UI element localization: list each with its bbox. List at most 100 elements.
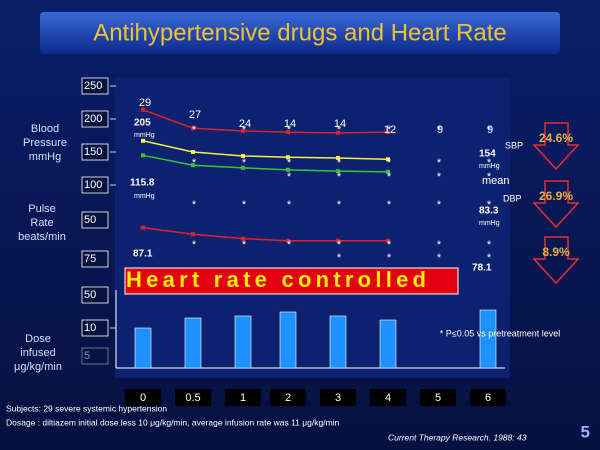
series-marker bbox=[141, 107, 145, 112]
title-box bbox=[40, 12, 560, 54]
slide-title: Antihypertensive drugs and Heart Rate bbox=[93, 19, 507, 46]
significance-mark: * bbox=[387, 171, 392, 183]
series-marker bbox=[286, 238, 290, 243]
annotation: mmHg bbox=[134, 132, 155, 139]
y-tick-label: 100 bbox=[84, 179, 102, 191]
significance-mark: * bbox=[387, 124, 392, 136]
annotation: 115.8 bbox=[130, 178, 155, 189]
significance-mark: * bbox=[387, 252, 392, 264]
significance-mark: * bbox=[487, 239, 492, 251]
series-marker bbox=[191, 232, 195, 237]
significance-mark: * bbox=[287, 124, 292, 136]
significance-mark: * bbox=[337, 157, 342, 169]
series-marker bbox=[386, 169, 390, 174]
page-number: 5 bbox=[581, 422, 590, 441]
significance-mark: * bbox=[487, 252, 492, 264]
change-arrow bbox=[532, 180, 580, 229]
x-tick-box bbox=[225, 389, 261, 406]
n-label: 24 bbox=[239, 118, 251, 130]
bar bbox=[134, 327, 152, 369]
significance-mark: * bbox=[192, 157, 197, 169]
series-marker bbox=[286, 130, 290, 135]
x-tick-box bbox=[420, 389, 456, 406]
series-marker bbox=[336, 238, 340, 243]
y-tick-label: 50 bbox=[84, 214, 96, 226]
n-label: 9 bbox=[487, 124, 493, 136]
series-marker bbox=[286, 155, 290, 160]
bar bbox=[379, 319, 397, 369]
y-tick-box bbox=[81, 176, 109, 194]
bar bbox=[329, 315, 347, 369]
series-line bbox=[142, 226, 388, 242]
x-tick-label: 4 bbox=[385, 392, 391, 404]
series-marker bbox=[336, 169, 340, 174]
significance-mark: * bbox=[487, 157, 492, 169]
series-marker bbox=[141, 153, 145, 158]
series-marker bbox=[241, 153, 245, 158]
n-label: 29 bbox=[139, 97, 151, 109]
change-label: 26.9% bbox=[539, 189, 573, 203]
x-tick-box bbox=[370, 389, 406, 406]
y-tick-box bbox=[81, 143, 109, 161]
series-marker bbox=[241, 128, 245, 133]
significance-mark: * bbox=[337, 252, 342, 264]
significance-mark: * bbox=[337, 124, 342, 136]
x-tick-box bbox=[270, 389, 306, 406]
series-marker bbox=[191, 163, 195, 168]
series-marker bbox=[241, 236, 245, 241]
n-label: 9 bbox=[437, 124, 443, 136]
annotation: 205 bbox=[134, 118, 151, 129]
significance-note: * P≤0.05 vs pretreatment level bbox=[440, 328, 561, 338]
series-marker bbox=[386, 157, 390, 162]
significance-mark: * bbox=[387, 239, 392, 251]
bar bbox=[479, 309, 497, 369]
x-tick-box bbox=[125, 389, 161, 406]
significance-mark: * bbox=[242, 239, 247, 251]
n-label: 14 bbox=[284, 118, 296, 130]
series-marker bbox=[241, 165, 245, 170]
y-tick-box bbox=[81, 347, 109, 365]
annotation: 83.3 bbox=[479, 206, 499, 217]
significance-mark: * bbox=[487, 124, 492, 136]
x-tick-label: 0 bbox=[140, 392, 146, 404]
significance-mark: * bbox=[287, 171, 292, 183]
x-tick-label: 6 bbox=[485, 392, 491, 404]
n-label: 12 bbox=[384, 124, 396, 136]
significance-mark: * bbox=[337, 171, 342, 183]
significance-mark: * bbox=[242, 124, 247, 136]
annotation: mmHg bbox=[479, 163, 500, 170]
significance-mark: * bbox=[287, 157, 292, 169]
x-tick-box bbox=[175, 389, 211, 406]
annotation: mmHg bbox=[479, 220, 500, 227]
series-marker bbox=[386, 130, 390, 135]
legend-label: SBP bbox=[505, 140, 523, 150]
y-tick-label: 5 bbox=[84, 350, 90, 362]
series-marker bbox=[336, 130, 340, 135]
highlight-text: Heart rate controlled bbox=[126, 267, 426, 292]
y-axis-label: Dose infused μg/kg/min bbox=[14, 333, 62, 373]
series-marker bbox=[191, 126, 195, 131]
significance-mark: * bbox=[242, 199, 247, 211]
y-tick-box bbox=[81, 77, 109, 95]
y-tick-label: 75 bbox=[84, 253, 96, 265]
chart-content: Blood Pressure mmHg Pulse Rate beats/min Dose i… bbox=[14, 77, 580, 406]
x-tick-label: 0.5 bbox=[185, 392, 200, 404]
significance-mark: * bbox=[437, 252, 442, 264]
series-marker bbox=[286, 167, 290, 172]
significance-mark: * bbox=[337, 239, 342, 251]
y-axis-label: Blood Pressure mmHg bbox=[23, 123, 67, 163]
significance-mark: * bbox=[337, 199, 342, 211]
series-line bbox=[142, 109, 389, 134]
significance-mark: * bbox=[287, 239, 292, 251]
annotation: mmHg bbox=[134, 193, 155, 200]
series-marker bbox=[386, 238, 390, 243]
y-tick-label: 200 bbox=[84, 113, 102, 125]
significance-mark: * bbox=[487, 171, 492, 183]
significance-mark: * bbox=[437, 199, 442, 211]
significance-mark: * bbox=[437, 171, 442, 183]
change-label: 24.6% bbox=[539, 131, 573, 145]
significance-mark: * bbox=[192, 124, 197, 136]
annotation: 154 bbox=[479, 149, 496, 160]
